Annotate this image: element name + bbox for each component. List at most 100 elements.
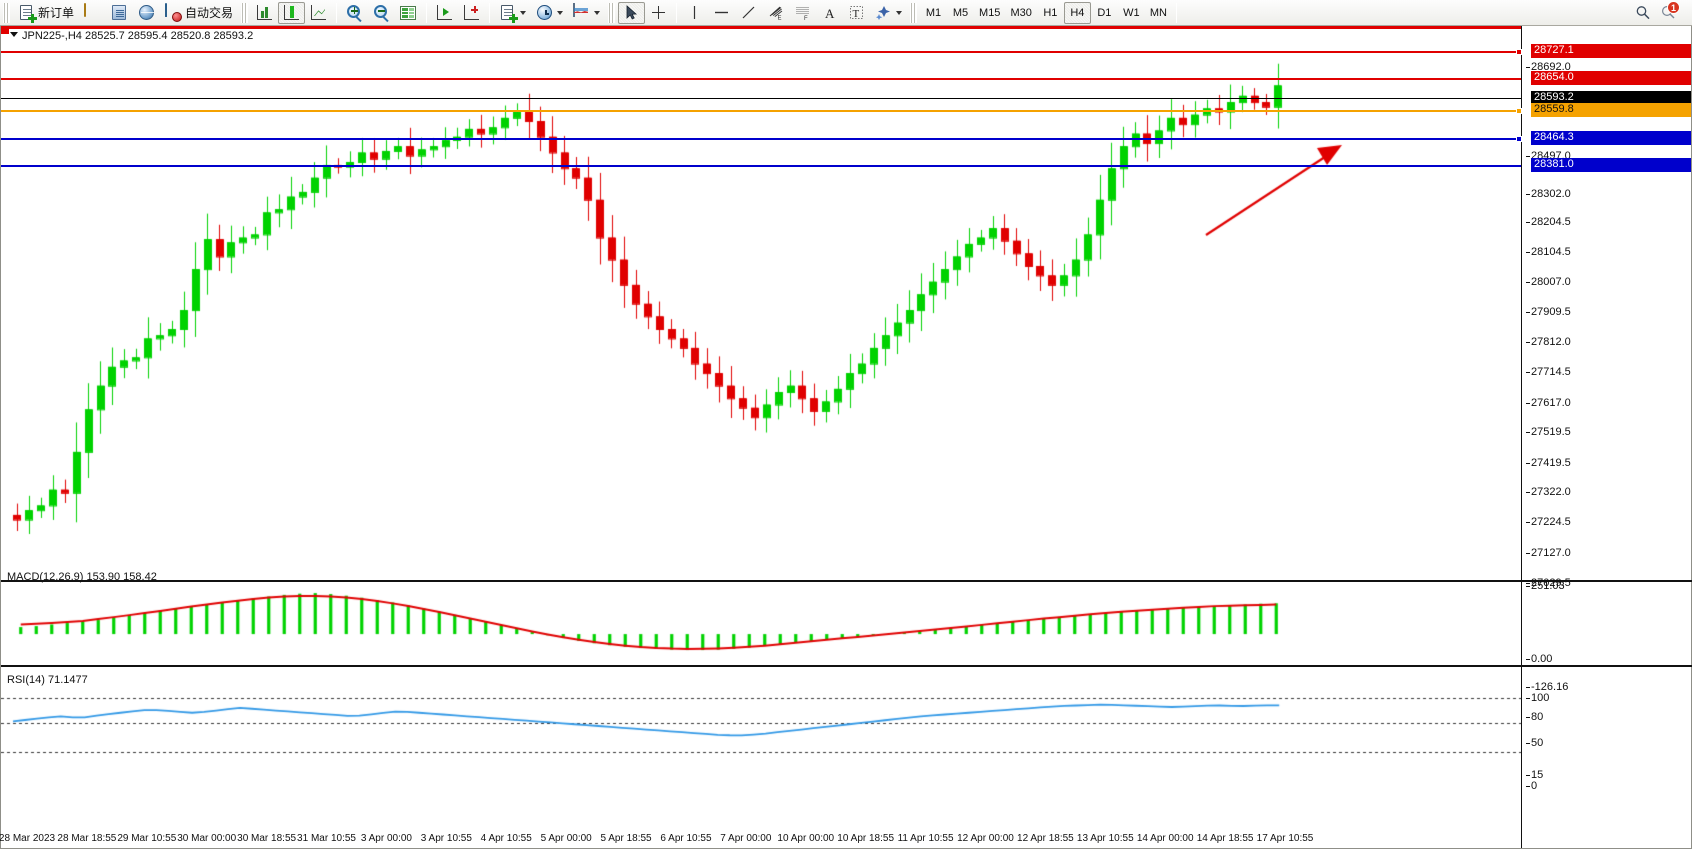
toolbar-grip[interactable] (3, 2, 10, 23)
signals-icon (138, 4, 155, 21)
line-chart-button[interactable] (305, 2, 332, 24)
indicators-button[interactable] (568, 2, 605, 24)
tab-timeframe-h4[interactable]: H4 (1063, 1, 1091, 24)
indicator-scale-tick: 50 (1526, 737, 1691, 749)
new-chart-button[interactable] (494, 2, 531, 24)
time-axis-tick: 3 Apr 10:55 (420, 833, 472, 844)
zoom-in-icon (346, 4, 363, 21)
zoom-in-button[interactable] (341, 2, 368, 24)
new-order-button[interactable]: 新订单 (13, 2, 79, 24)
signals-button[interactable] (133, 2, 160, 24)
chevron-down-icon-3[interactable] (594, 10, 601, 15)
timeframe-label-m1: M1 (925, 6, 942, 19)
toolbar-separator-3 (489, 2, 491, 23)
price-level-line[interactable] (1, 49, 1522, 55)
chart-shift-button[interactable] (431, 2, 458, 24)
bar-chart-button[interactable] (251, 2, 278, 24)
auto-trading-label: 自动交易 (185, 6, 234, 20)
macd-canvas[interactable] (1, 582, 1521, 666)
fibonacci-icon: E (767, 4, 784, 21)
tick-dash (1526, 67, 1530, 68)
horizontal-line-button[interactable] (708, 2, 735, 24)
price-level-line[interactable] (1, 165, 1521, 167)
indicator-scale-tick: -126.16 (1526, 681, 1691, 693)
trendline-button[interactable] (735, 2, 762, 24)
time-axis-tick: 3 Apr 00:00 (360, 833, 412, 844)
price-level-line[interactable] (1, 78, 1521, 80)
price-level-line[interactable] (1, 98, 1521, 99)
tab-timeframe-d1[interactable]: D1 (1091, 2, 1118, 24)
data-window-button[interactable] (395, 2, 422, 24)
pane-separator-macd[interactable] (1, 580, 1692, 582)
timeframe-label-w1: W1 (1123, 6, 1140, 19)
chevron-down-icon[interactable] (520, 10, 527, 15)
tab-timeframe-m5[interactable]: M5 (947, 2, 974, 24)
auto-scroll-button[interactable] (458, 2, 485, 24)
chevron-down-icon-2[interactable] (557, 10, 564, 15)
price-level-line[interactable] (1, 136, 1522, 142)
tick-dash (1526, 553, 1530, 554)
level-handle[interactable] (1516, 49, 1522, 55)
notifications-icon: 1 (1660, 1, 1680, 21)
toolbar-grip-3[interactable] (608, 2, 616, 23)
price-level-label[interactable]: 28727.1 (1531, 44, 1691, 58)
tab-timeframe-h1[interactable]: H1 (1037, 2, 1064, 24)
toolbar-grip-2[interactable] (241, 2, 249, 23)
price-scale-divider (1521, 26, 1522, 848)
tab-timeframe-m1[interactable]: M1 (920, 2, 947, 24)
price-level-label[interactable]: 28593.2 (1531, 91, 1691, 105)
market-watch-button[interactable] (106, 2, 133, 24)
tab-timeframe-mn[interactable]: MN (1145, 2, 1172, 24)
gold-bar-button[interactable] (79, 2, 106, 24)
text-button[interactable]: A (816, 2, 843, 24)
notifications-button[interactable]: 1 (1655, 1, 1682, 24)
price-tick: 28204.5 (1526, 216, 1691, 228)
tick-dash (1526, 586, 1530, 587)
zoom-out-button[interactable] (368, 2, 395, 24)
channel-button[interactable]: F (789, 2, 816, 24)
price-level-line[interactable] (1, 108, 1522, 114)
periodicity-button[interactable] (531, 2, 568, 24)
shapes-button[interactable] (870, 2, 907, 24)
level-handle[interactable] (1516, 108, 1522, 114)
toolbar-grip-4[interactable] (910, 2, 918, 23)
level-handle[interactable] (1516, 136, 1522, 142)
chevron-down-icon-4[interactable] (896, 10, 903, 15)
price-tick: 27127.0 (1526, 547, 1691, 559)
tick-dash (1526, 687, 1530, 688)
auto-scroll-icon (463, 4, 480, 21)
price-level-label[interactable]: 28654.0 (1531, 71, 1691, 85)
fibonacci-button[interactable]: E (762, 2, 789, 24)
search-button[interactable] (1630, 2, 1655, 24)
rsi-canvas[interactable] (1, 667, 1521, 777)
tick-dash (1526, 194, 1530, 195)
pane-separator-rsi[interactable] (1, 665, 1692, 667)
macd-label: MACD(12,26,9) 153.90 158.42 (7, 571, 157, 583)
label-button[interactable]: T (843, 2, 870, 24)
price-chart-canvas[interactable] (1, 40, 1521, 580)
candlestick-chart-button[interactable] (278, 1, 306, 24)
tab-timeframe-w1[interactable]: W1 (1118, 2, 1145, 24)
price-level-label[interactable]: 28464.3 (1531, 131, 1691, 145)
main-toolbar: 新订单 自动交易 (0, 0, 1692, 26)
gold-bar-icon (84, 3, 101, 21)
tab-timeframe-m15[interactable]: M15 (974, 2, 1005, 24)
tick-dash (1526, 775, 1530, 776)
price-level-label[interactable]: 28559.8 (1531, 103, 1691, 117)
chart-corner-marker (1, 26, 9, 34)
tick-dash (1526, 252, 1530, 253)
timeframe-label-d1: D1 (1097, 6, 1112, 19)
cursor-button[interactable] (618, 1, 646, 24)
crosshair-button[interactable] (645, 2, 672, 24)
chart-menu-caret-icon[interactable] (10, 32, 18, 37)
svg-text:F: F (804, 16, 808, 21)
price-level-label[interactable]: 28381.0 (1531, 158, 1691, 172)
price-tick: 28302.0 (1526, 188, 1691, 200)
tab-timeframe-m30[interactable]: M30 (1005, 2, 1036, 24)
chart-top-border (1, 26, 1521, 29)
auto-trading-button[interactable]: 自动交易 (160, 2, 238, 24)
shapes-icon (875, 4, 892, 21)
vertical-line-button[interactable] (681, 2, 708, 24)
chart-container[interactable]: JPN225-,H4 28525.7 28595.4 28520.8 28593… (0, 26, 1692, 849)
tick-dash (1526, 222, 1530, 223)
